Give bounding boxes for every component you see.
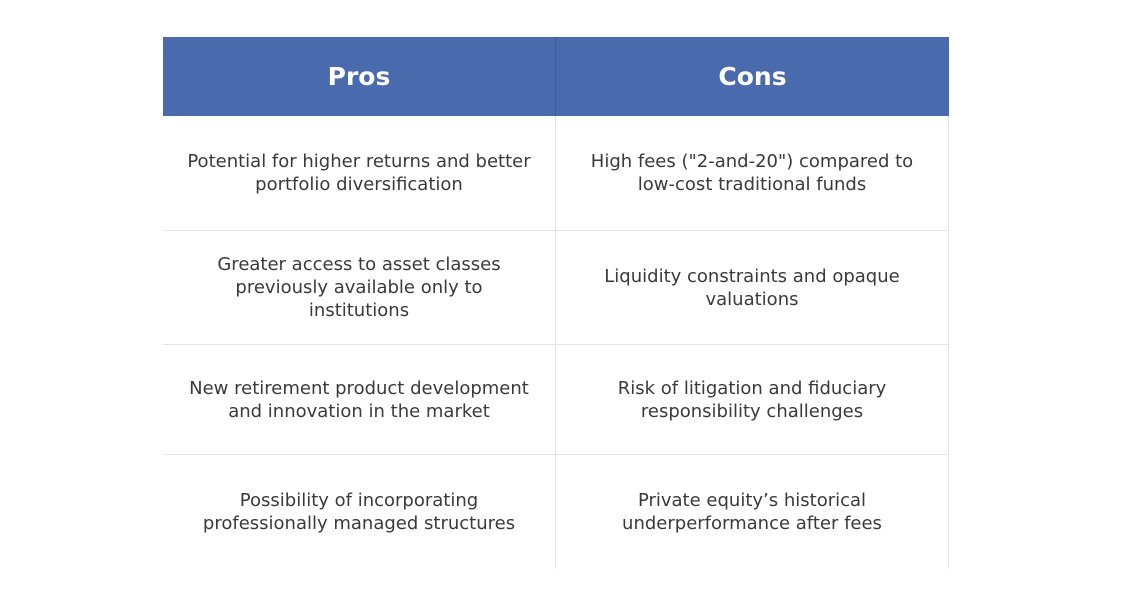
cons-cell: Risk of litigation and fiduciary respons… [556, 345, 949, 454]
table-header-row: Pros Cons [163, 37, 949, 116]
pros-cons-table: Pros Cons Potential for higher returns a… [163, 37, 949, 569]
cons-cell-text: High fees ("2-and-20") compared to low-c… [590, 151, 914, 195]
pros-cell: Greater access to asset classes previous… [163, 231, 556, 344]
cons-cell: High fees ("2-and-20") compared to low-c… [556, 116, 949, 230]
cons-cell: Liquidity constraints and opaque valuati… [556, 231, 949, 344]
pros-cell: Possibility of incorporating professiona… [163, 455, 556, 569]
table-row: Possibility of incorporating professiona… [163, 455, 949, 569]
cons-cell-text: Private equity’s historical underperform… [622, 490, 882, 534]
pros-cell-text: Potential for higher returns and better … [187, 151, 531, 195]
cons-cell: Private equity’s historical underperform… [556, 455, 949, 569]
pros-cell: Potential for higher returns and better … [163, 116, 556, 230]
pros-cell-text: New retirement product development and i… [189, 377, 529, 422]
table-row: Potential for higher returns and better … [163, 116, 949, 231]
pros-cell: New retirement product development and i… [163, 345, 556, 454]
cons-cell-text: Liquidity constraints and opaque valuati… [604, 265, 900, 310]
pros-cell-text: Possibility of incorporating professiona… [202, 490, 516, 534]
table-row: Greater access to asset classes previous… [163, 231, 949, 345]
cons-column-header: Cons [718, 62, 787, 91]
cons-cell-text: Risk of litigation and fiduciary respons… [617, 377, 887, 422]
pros-cell-text: Greater access to asset classes previous… [217, 254, 501, 321]
table-row: New retirement product development and i… [163, 345, 949, 455]
pros-column-header: Pros [163, 37, 556, 116]
